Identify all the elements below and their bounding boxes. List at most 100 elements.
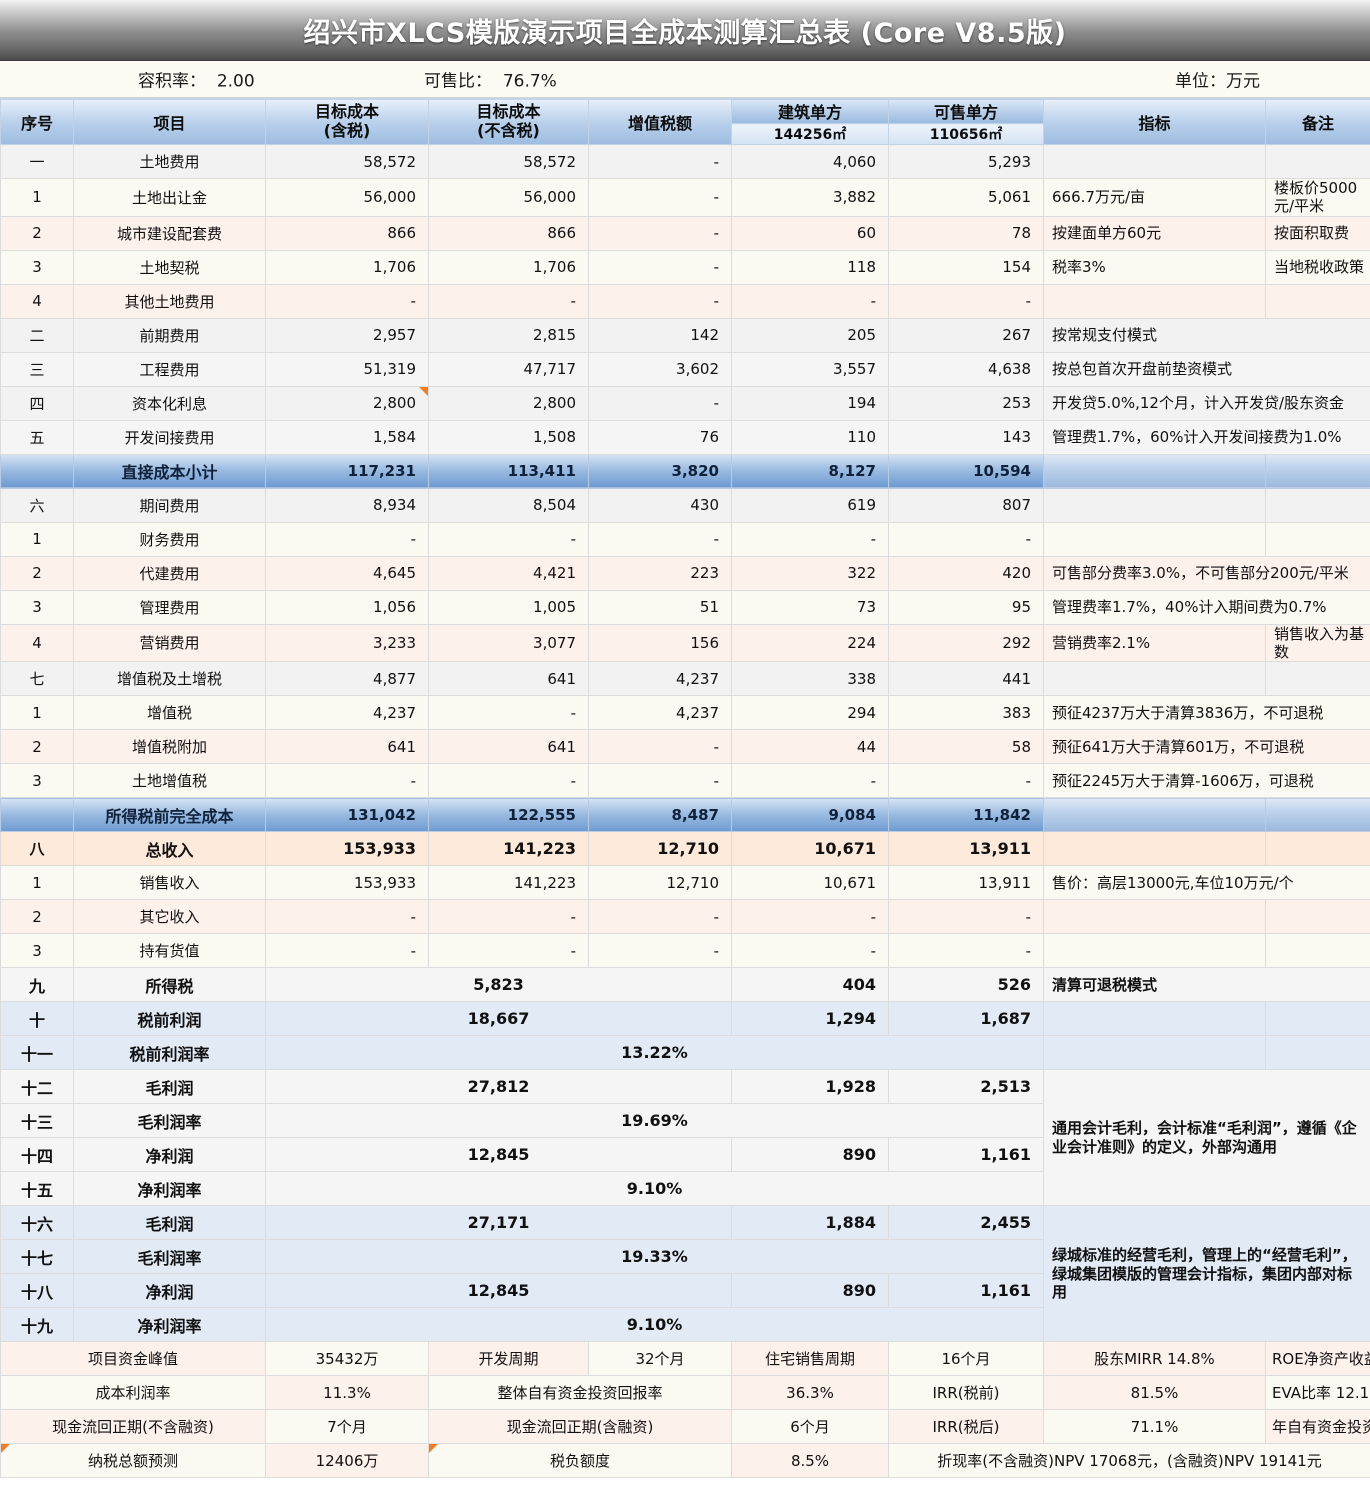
cell-build-unit: 3,557 bbox=[731, 351, 889, 387]
cell-cost-without-tax: - bbox=[428, 899, 589, 935]
profit-no: 十六 bbox=[0, 1205, 74, 1241]
cell-sale-unit: 807 bbox=[888, 487, 1044, 523]
profit-sale-unit: 526 bbox=[888, 967, 1044, 1003]
profit-no: 十三 bbox=[0, 1103, 74, 1139]
band-sale-unit: 10,594 bbox=[888, 453, 1044, 489]
cost-with-tax-l2: (含税) bbox=[323, 120, 371, 140]
cell-sale-unit: 154 bbox=[888, 249, 1044, 285]
table-header: 序号 项目 目标成本 (含税) 目标成本 (不含税) 增值税额 建筑单方 可售单… bbox=[0, 98, 1370, 145]
cell-build-unit: 224 bbox=[731, 623, 889, 663]
cost-with-tax-l1: 目标成本 bbox=[314, 101, 379, 121]
cell-vat: 76 bbox=[588, 419, 732, 455]
profit-item: 税前利润率 bbox=[73, 1035, 266, 1071]
cell-sale-unit: 267 bbox=[888, 317, 1044, 353]
row-no: 1 bbox=[0, 865, 74, 901]
profit-no: 十七 bbox=[0, 1239, 74, 1275]
row-item: 土地增值税 bbox=[73, 763, 266, 799]
summary-sales-cycle-value: 16个月 bbox=[888, 1341, 1044, 1377]
cell-build-unit: 322 bbox=[731, 555, 889, 591]
cell-vat: 12,710 bbox=[588, 865, 732, 901]
summary-shareholder-mirr: 股东MIRR 14.8% bbox=[1043, 1341, 1266, 1377]
profit-item: 净利润率 bbox=[73, 1307, 266, 1343]
profit-build-unit: 1,884 bbox=[731, 1205, 889, 1241]
row-item: 财务费用 bbox=[73, 521, 266, 557]
row-item: 土地出让金 bbox=[73, 178, 266, 217]
cell-cost-with-tax: 3,233 bbox=[265, 623, 429, 663]
col-header-build-unit: 建筑单方 bbox=[731, 98, 889, 124]
profit-row: 十三 毛利润率 19.69% bbox=[0, 1103, 1370, 1139]
profit-value: 12,845 bbox=[265, 1273, 732, 1309]
cell-cost-with-tax: - bbox=[265, 521, 429, 557]
table-row: 五开发间接费用 1,584 1,508 76 110 143 管理费1.7%，60%计入开发… bbox=[0, 419, 1370, 455]
row-item: 资本化利息 bbox=[73, 385, 266, 421]
row-item: 前期费用 bbox=[73, 317, 266, 353]
profit-item: 毛利润率 bbox=[73, 1103, 266, 1139]
cell-cost-with-tax: 2,957 bbox=[265, 317, 429, 353]
cell-vat: 4,237 bbox=[588, 661, 732, 697]
table-row: 一土地费用 58,572 58,572-4,060 5,293 bbox=[0, 144, 1370, 179]
col-header-sale-unit: 可售单方 bbox=[888, 98, 1044, 124]
row-item: 土地费用 bbox=[73, 144, 266, 179]
row-no: 3 bbox=[0, 763, 74, 799]
cell-vat: 3,602 bbox=[588, 351, 732, 387]
profit-row: 十税前利润 18,667 1,294 1,687 bbox=[0, 1001, 1370, 1037]
cell-index: 税率3% bbox=[1043, 249, 1266, 285]
cell-sale-unit: - bbox=[888, 763, 1044, 799]
profit-row: 十一 税前利润率 13.22% bbox=[0, 1035, 1370, 1071]
profit-value: 27,812 bbox=[265, 1069, 732, 1105]
cell-build-unit: 294 bbox=[731, 695, 889, 731]
profit-index-blank bbox=[1043, 1001, 1266, 1037]
sale-area-value: 110656㎡ bbox=[888, 123, 1044, 145]
cell-vat: 156 bbox=[588, 623, 732, 663]
profit-value: 5,823 bbox=[265, 967, 732, 1003]
row-no: 3 bbox=[0, 249, 74, 285]
row-item: 持有货值 bbox=[73, 933, 266, 969]
cell-vat: - bbox=[588, 933, 732, 969]
cell-cost-without-tax: - bbox=[428, 521, 589, 557]
cell-vat: - bbox=[588, 521, 732, 557]
profit-row: 十七 毛利润率 19.33% bbox=[0, 1239, 1370, 1275]
note-greentown-gross-profit: 绿城标准的经营毛利，管理上的“经营毛利”，绿城集团模版的管理会计指标，集团内部对… bbox=[1043, 1205, 1370, 1343]
profit-rate-value: 9.10% bbox=[265, 1307, 1044, 1343]
row-no: 1 bbox=[0, 695, 74, 731]
band-index bbox=[1043, 797, 1266, 833]
cell-vat: 12,710 bbox=[588, 831, 732, 867]
cell-sale-unit: 58 bbox=[888, 729, 1044, 765]
band-remark bbox=[1265, 453, 1370, 489]
cell-build-unit: 338 bbox=[731, 661, 889, 697]
cell-index: 营销费率2.1% bbox=[1043, 623, 1266, 663]
profit-sale-unit: 1,161 bbox=[888, 1137, 1044, 1173]
cell-vat: - bbox=[588, 729, 732, 765]
cell-remark bbox=[1265, 144, 1370, 179]
cell-index bbox=[1043, 487, 1266, 523]
summary-tax-burden-label: 税负额度 bbox=[428, 1443, 732, 1479]
summary-cashflow-fin-label: 现金流回正期(含融资) bbox=[428, 1409, 732, 1445]
cell-index bbox=[1043, 283, 1266, 319]
summary-npv-note: 折现率(不含融资)NPV 17068元，(含融资)NPV 19141元 bbox=[888, 1443, 1370, 1479]
row-no: 六 bbox=[0, 487, 74, 523]
profit-index-note: 清算可退税模式 bbox=[1043, 967, 1370, 1003]
profit-build-unit: 404 bbox=[731, 967, 889, 1003]
cell-sale-unit: 13,911 bbox=[888, 831, 1044, 867]
page-title: 绍兴市XLCS模版演示项目全成本测算汇总表 (Core V8.5版) bbox=[303, 17, 1067, 49]
band-sale-unit: 11,842 bbox=[888, 797, 1044, 833]
summary-row: 项目资金峰值 35432万 开发周期 32个月 住宅销售周期 16个月 股东MIRR 14.… bbox=[0, 1341, 1370, 1377]
row-no: 2 bbox=[0, 729, 74, 765]
cell-cost-with-tax: 8,934 bbox=[265, 487, 429, 523]
cell-cost-without-tax: 2,815 bbox=[428, 317, 589, 353]
row-item: 其他土地费用 bbox=[73, 283, 266, 319]
cell-index: 预征4237万大于清算3836万，不可退税 bbox=[1043, 695, 1370, 731]
cell-remark bbox=[1265, 831, 1370, 867]
cell-cost-with-tax: 4,645 bbox=[265, 555, 429, 591]
cell-cost-with-tax: - bbox=[265, 283, 429, 319]
row-no: 八 bbox=[0, 831, 74, 867]
row-item: 增值税及土增税 bbox=[73, 661, 266, 697]
cell-remark: 楼板价5000元/平米 bbox=[1265, 178, 1370, 217]
band-index bbox=[1043, 453, 1266, 489]
table-row: 4 其他土地费用 - - - - - bbox=[0, 283, 1370, 319]
profit-item: 净利润 bbox=[73, 1273, 266, 1309]
table-row: 2 其它收入 - - - - - bbox=[0, 899, 1370, 935]
cell-index: 预征641万大于清算601万，不可退税 bbox=[1043, 729, 1370, 765]
profit-remark-blank bbox=[1265, 1035, 1370, 1071]
